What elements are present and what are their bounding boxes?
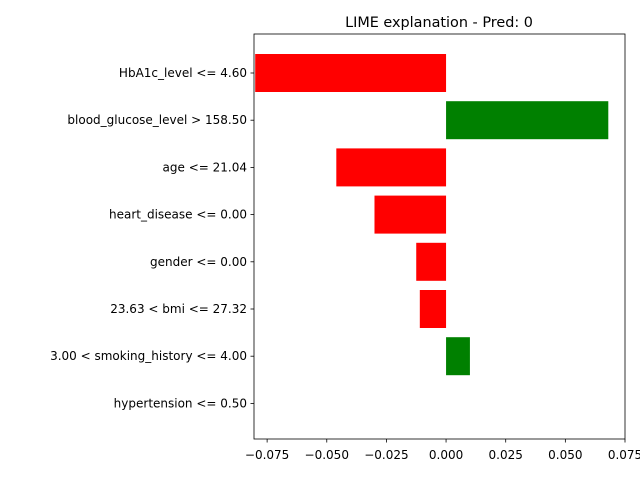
y-axis-ticks: HbA1c_level <= 4.60 blood_glucose_level >… xyxy=(50,66,254,410)
bar-0 xyxy=(255,54,447,92)
y-tick-label-2: age <= 21.04 xyxy=(163,160,247,174)
y-tick-label-5: 23.63 < bmi <= 27.32 xyxy=(110,302,247,316)
bar-6 xyxy=(446,337,470,376)
plot-frame xyxy=(253,33,626,440)
x-tick-label-5: 0.050 xyxy=(548,448,582,462)
y-tick-label-4: gender <= 0.00 xyxy=(150,255,247,269)
x-tick-label-0: −0.075 xyxy=(245,448,289,462)
x-tick-label-4: 0.025 xyxy=(489,448,523,462)
bar-2 xyxy=(336,148,447,187)
x-tick-label-3: 0.000 xyxy=(429,448,463,462)
bar-4 xyxy=(416,242,447,281)
bar-5 xyxy=(419,290,447,328)
bars-group xyxy=(255,54,609,376)
x-tick-label-6: 0.075 xyxy=(608,448,640,462)
x-axis-ticks: −0.075 −0.050 −0.025 0.000 0.025 0.050 0.075 xyxy=(245,439,640,462)
y-tick-label-3: heart_disease <= 0.00 xyxy=(109,208,247,222)
y-tick-label-0: HbA1c_level <= 4.60 xyxy=(119,66,247,80)
x-tick-label-1: −0.050 xyxy=(305,448,349,462)
x-tick-label-2: −0.025 xyxy=(364,448,408,462)
chart-title: LIME explanation - Pred: 0 xyxy=(345,15,533,31)
y-tick-label-1: blood_glucose_level > 158.50 xyxy=(67,113,247,127)
y-tick-label-7: hypertension <= 0.50 xyxy=(114,396,247,410)
bar-1 xyxy=(446,101,609,140)
bar-3 xyxy=(374,195,447,234)
y-tick-label-6: 3.00 < smoking_history <= 4.00 xyxy=(50,349,247,363)
